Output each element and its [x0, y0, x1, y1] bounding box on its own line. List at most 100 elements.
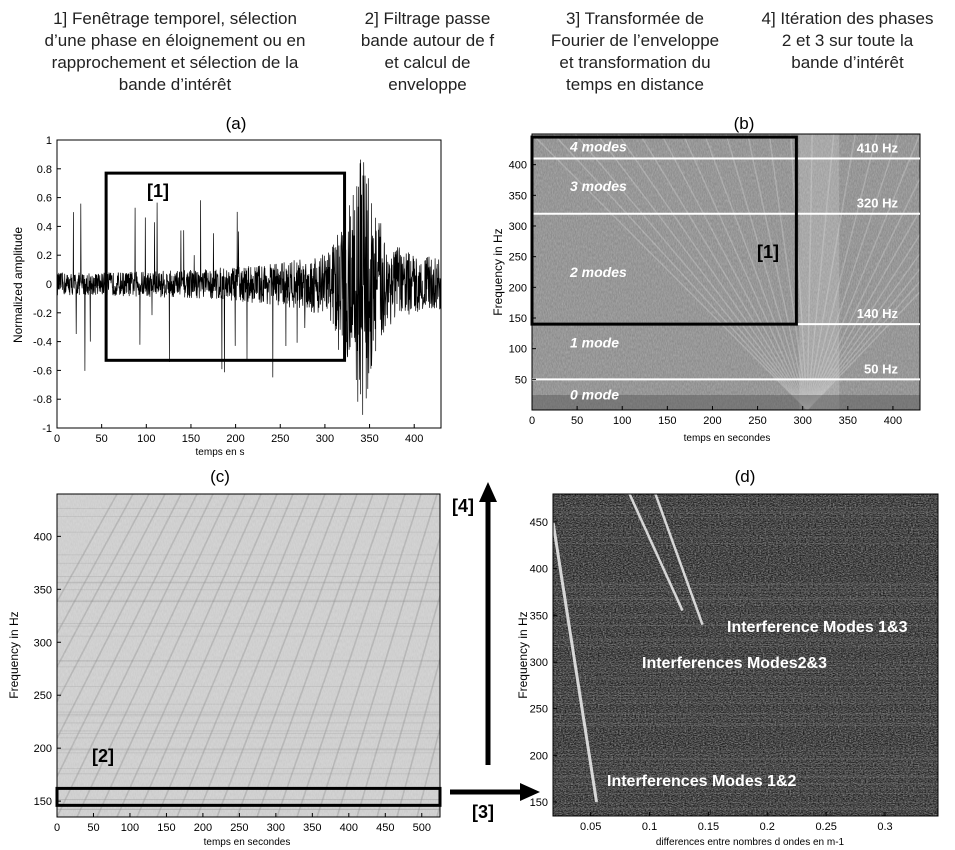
x-tick-label: 0	[54, 822, 60, 834]
arrow-4-label: [4]	[452, 496, 474, 516]
y-tick-label: 150	[530, 797, 548, 809]
step-3-text: 3] Transformée de Fourier de l’enveloppe e…	[550, 9, 720, 94]
interference-line	[654, 494, 704, 626]
y-tick-label: 300	[530, 657, 548, 669]
x-tick-label: 500	[413, 822, 431, 834]
selection-box-1-a	[104, 171, 347, 362]
y-tick-label: 50	[515, 374, 527, 386]
box-1-label-b: [1]	[757, 242, 779, 262]
y-tick-label: 0.6	[37, 193, 52, 205]
mode-label: 2 modes	[569, 264, 627, 280]
y-tick-label: 400	[34, 531, 52, 543]
striation	[256, 494, 374, 817]
panel-b-ylabel: Frequency in Hz	[491, 228, 505, 315]
y-tick-label: -0.8	[33, 394, 52, 406]
striation	[396, 656, 440, 817]
striation	[436, 801, 440, 817]
y-tick-label: 400	[509, 160, 527, 172]
y-tick-label: 450	[530, 517, 548, 529]
x-tick-label: 150	[182, 433, 200, 445]
mode-label: 0 mode	[570, 387, 619, 403]
x-tick-label: 50	[87, 822, 99, 834]
x-tick-label: 0.05	[580, 821, 601, 833]
box-2-label: [2]	[92, 746, 114, 766]
cutoff-label: 50 Hz	[864, 361, 898, 376]
panel-a-ylabel: Normalized amplitude	[11, 227, 25, 343]
panel-c-spectrogram: 0 50 100 150 200 250 300 350 400 450 500 150 200 250…	[7, 493, 442, 848]
step-2-text: 2] Filtrage passe bande autour de f et cal…	[360, 9, 495, 94]
striation	[136, 494, 278, 817]
y-tick-label: -0.6	[33, 365, 52, 377]
striation	[806, 208, 920, 410]
y-tick-label: 0.2	[37, 250, 52, 262]
striation	[156, 494, 294, 817]
panel-label-a: (a)	[226, 114, 247, 133]
mode-label: 4 modes	[569, 138, 627, 154]
waveform-series	[57, 159, 441, 415]
arrow-3-label: [3]	[472, 802, 494, 822]
striation	[806, 290, 920, 410]
striation	[116, 494, 262, 817]
panel-b-xlabel: temps en secondes	[684, 433, 771, 444]
x-tick-label: 400	[405, 433, 423, 445]
striation	[57, 494, 118, 604]
striation	[57, 494, 214, 817]
x-tick-label: 0.2	[760, 821, 775, 833]
mode-label: 3 modes	[570, 178, 627, 194]
interference-label-1-2: Interferences Modes 1&2	[607, 773, 797, 790]
x-tick-label: 150	[658, 415, 676, 427]
x-tick-label: 450	[376, 822, 394, 834]
x-tick-label: 0	[54, 433, 60, 445]
y-tick-label: 350	[509, 190, 527, 202]
striation	[57, 494, 134, 636]
y-tick-label: 0.4	[37, 221, 52, 233]
interference-label-1-3: Interference Modes 1&3	[727, 619, 908, 636]
x-tick-label: 200	[703, 415, 721, 427]
y-tick-label: 100	[509, 344, 527, 356]
panel-d-interference-plot: 0.05 0.1 0.15 0.2 0.25 0.3 150 200 250 300 350 400…	[516, 493, 939, 848]
striation	[196, 494, 326, 817]
y-tick-label: 400	[530, 564, 548, 576]
striation	[216, 494, 342, 817]
x-tick-label: 0	[529, 415, 535, 427]
y-tick-label: 250	[509, 252, 527, 264]
y-tick-label: 300	[509, 221, 527, 233]
panel-d-xlabel: differences entre nombres d ondes en m-1	[656, 837, 845, 848]
striation	[660, 134, 808, 410]
mode-label: 1 mode	[570, 335, 619, 351]
y-tick-label: 200	[509, 282, 527, 294]
striation	[296, 494, 406, 817]
x-tick-label: 300	[267, 822, 285, 834]
striation	[316, 494, 422, 817]
striation	[789, 134, 808, 410]
striation	[806, 134, 878, 410]
panel-b-spectrogram: 410 Hz 320 Hz 140 Hz 50 Hz 4 modes 3 modes 2 …	[491, 133, 921, 444]
x-tick-label: 50	[96, 433, 108, 445]
y-tick-label: 350	[34, 584, 52, 596]
x-tick-label: 250	[748, 415, 766, 427]
striation	[532, 134, 808, 410]
striation	[703, 134, 808, 410]
x-tick-label: 0.15	[698, 821, 719, 833]
striation	[57, 494, 150, 669]
striation	[336, 494, 438, 817]
interference-line	[553, 521, 599, 803]
x-tick-label: 250	[271, 433, 289, 445]
cutoff-label: 410 Hz	[857, 141, 899, 156]
striation	[806, 134, 835, 410]
x-tick-label: 0.1	[642, 821, 657, 833]
y-tick-label: 250	[530, 704, 548, 716]
interference-striations	[553, 494, 938, 810]
y-tick-label: 350	[530, 610, 548, 622]
x-tick-label: 300	[316, 433, 334, 445]
y-tick-label: 150	[34, 796, 52, 808]
striation	[768, 134, 808, 410]
spectrogram-striations	[57, 494, 440, 817]
striation	[96, 494, 246, 817]
striation	[746, 134, 808, 410]
y-tick-label: 1	[46, 135, 52, 147]
panel-c-xlabel: temps en secondes	[204, 837, 291, 848]
y-tick-label: 300	[34, 637, 52, 649]
x-tick-label: 200	[226, 433, 244, 445]
